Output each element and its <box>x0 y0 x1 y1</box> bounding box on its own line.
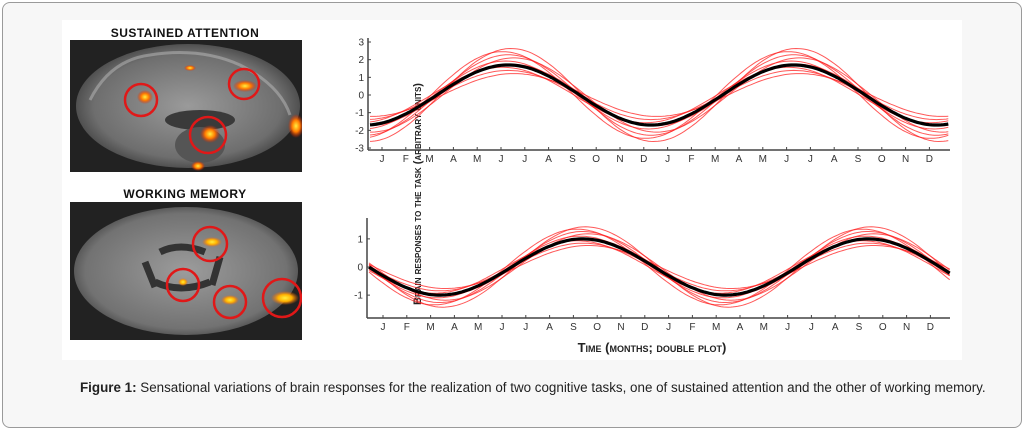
figure-panel: SUSTAINED ATTENTION WORKING MEMORY <box>62 20 962 360</box>
panel-label-sustained-attention: SUSTAINED ATTENTION <box>110 26 260 40</box>
highlight-circle <box>227 67 261 101</box>
highlight-circle <box>261 277 302 319</box>
x-tick-label: F <box>689 322 695 333</box>
x-tick-label: N <box>902 154 909 165</box>
x-tick-label: O <box>592 154 600 165</box>
x-tick-label: S <box>570 322 577 333</box>
x-tick-label: J <box>784 154 789 165</box>
x-tick-label: J <box>809 322 814 333</box>
x-tick-label: M <box>474 322 482 333</box>
y-tick-label: 2 <box>358 55 364 66</box>
x-tick-label: J <box>666 322 671 333</box>
x-tick-label: N <box>617 322 624 333</box>
x-tick-label: O <box>593 322 601 333</box>
x-tick-label: D <box>927 322 934 333</box>
highlight-circle <box>191 225 229 263</box>
x-tick-label: S <box>569 154 576 165</box>
x-tick-label: N <box>903 322 910 333</box>
y-tick-label: 1 <box>357 234 363 245</box>
x-tick-label: A <box>831 154 838 165</box>
x-tick-label: D <box>926 154 933 165</box>
y-tick-label: 0 <box>358 91 364 102</box>
x-tick-label: A <box>737 322 744 333</box>
x-tick-label: D <box>640 154 647 165</box>
individual-curve <box>369 54 949 136</box>
x-tick-label: J <box>381 322 386 333</box>
x-tick-label: F <box>404 322 410 333</box>
x-tick-label: S <box>855 154 862 165</box>
x-tick-label: A <box>736 154 743 165</box>
x-tick-label: A <box>451 322 458 333</box>
panel-label-working-memory: WORKING MEMORY <box>123 187 247 201</box>
x-tick-label: F <box>688 154 694 165</box>
x-tick-label: J <box>523 322 528 333</box>
y-tick-label: 0 <box>357 263 363 274</box>
x-tick-label: A <box>546 322 553 333</box>
x-tick-label: J <box>380 154 385 165</box>
x-tick-label: A <box>832 322 839 333</box>
y-tick-label: -1 <box>355 108 364 119</box>
highlight-circle <box>188 115 228 155</box>
x-tick-label: M <box>760 322 768 333</box>
x-tick-label: O <box>879 322 887 333</box>
x-tick-label: O <box>878 154 886 165</box>
x-tick-label: J <box>500 322 505 333</box>
x-tick-label: A <box>450 154 457 165</box>
individual-curve <box>369 66 949 124</box>
x-tick-label: M <box>759 154 767 165</box>
mean-curve <box>369 63 949 127</box>
x-tick-label: S <box>856 322 863 333</box>
x-tick-label: D <box>641 322 648 333</box>
y-tick-label: -2 <box>355 126 364 137</box>
x-tick-label: J <box>808 154 813 165</box>
y-tick-label: 3 <box>358 38 364 49</box>
x-tick-label: N <box>616 154 623 165</box>
x-tick-label: J <box>522 154 527 165</box>
caption-text: Sensational variations of brain response… <box>140 380 986 395</box>
x-tick-label: J <box>785 322 790 333</box>
highlight-circle <box>212 284 248 320</box>
y-tick-label: 1 <box>358 73 364 84</box>
y-tick-label: -1 <box>354 291 363 302</box>
highlight-circle <box>165 267 201 303</box>
individual-curve <box>368 245 950 289</box>
figure-caption: Figure 1: Sensational variations of brai… <box>80 378 1010 397</box>
x-tick-label: M <box>426 322 434 333</box>
x-tick-label: M <box>712 322 720 333</box>
x-tick-label: J <box>499 154 504 165</box>
x-tick-label: M <box>425 154 433 165</box>
mean-curve <box>368 237 951 297</box>
x-tick-label: A <box>545 154 552 165</box>
y-tick-label: -3 <box>355 144 364 155</box>
x-tick-label: J <box>665 154 670 165</box>
x-tick-label: F <box>403 154 409 165</box>
highlight-circle <box>123 82 159 118</box>
brain-image-axial <box>70 202 302 340</box>
individual-curve <box>369 47 949 143</box>
x-tick-label: M <box>711 154 719 165</box>
x-tick-label: M <box>473 154 481 165</box>
x-axis-label: Time (months; double plot) <box>577 340 727 355</box>
brain-image-sagittal <box>70 40 302 172</box>
caption-label: Figure 1: <box>80 380 137 395</box>
